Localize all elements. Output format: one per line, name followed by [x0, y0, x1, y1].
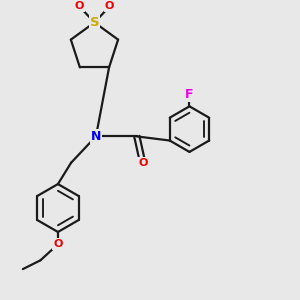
Text: F: F	[185, 88, 194, 101]
Text: O: O	[75, 2, 84, 11]
Text: S: S	[90, 16, 99, 29]
Text: O: O	[105, 2, 114, 11]
Text: N: N	[91, 130, 101, 143]
Text: O: O	[53, 239, 63, 249]
Text: O: O	[138, 158, 147, 168]
